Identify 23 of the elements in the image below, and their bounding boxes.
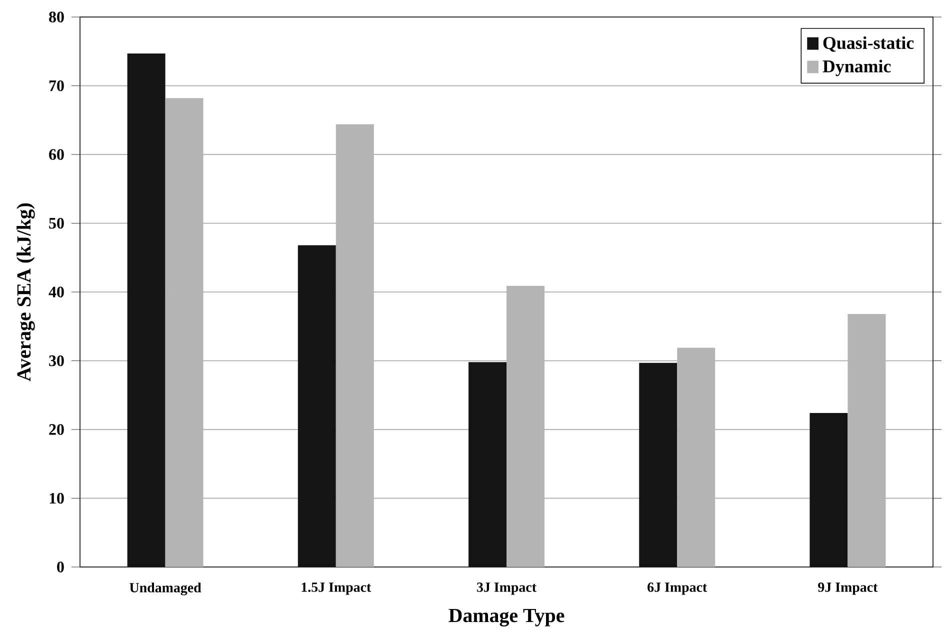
- x-tick-label: 1.5J Impact: [302, 582, 372, 595]
- x-axis-title: Damage Type: [448, 608, 564, 626]
- y-tick-label: 20: [49, 424, 64, 435]
- x-tick-label: Undamaged: [130, 582, 202, 596]
- x-tick-label: 3J Impact: [477, 582, 536, 595]
- x-tick-label: 6J Impact: [648, 582, 708, 595]
- bar: [468, 362, 507, 567]
- y-tick-label: 0: [57, 562, 64, 572]
- y-tick-label: 40: [48, 286, 64, 298]
- y-tick-label: 60: [49, 149, 64, 160]
- bar: [127, 53, 166, 567]
- y-tick-label: 30: [49, 355, 64, 366]
- x-tick-label: 9J Impact: [818, 582, 878, 595]
- legend-label: Dynamic: [822, 60, 891, 76]
- bar: [639, 362, 678, 567]
- legend-label: Quasi-static: [823, 36, 914, 52]
- y-tick-label: 80: [49, 12, 64, 22]
- y-axis-title: Average SEA (kJ/kg): [16, 203, 35, 382]
- y-tick-label: 10: [50, 492, 64, 504]
- y-tick-label: 50: [49, 218, 64, 229]
- bar: [810, 413, 848, 567]
- bar: [298, 245, 336, 567]
- y-tick-label: 70: [49, 80, 64, 92]
